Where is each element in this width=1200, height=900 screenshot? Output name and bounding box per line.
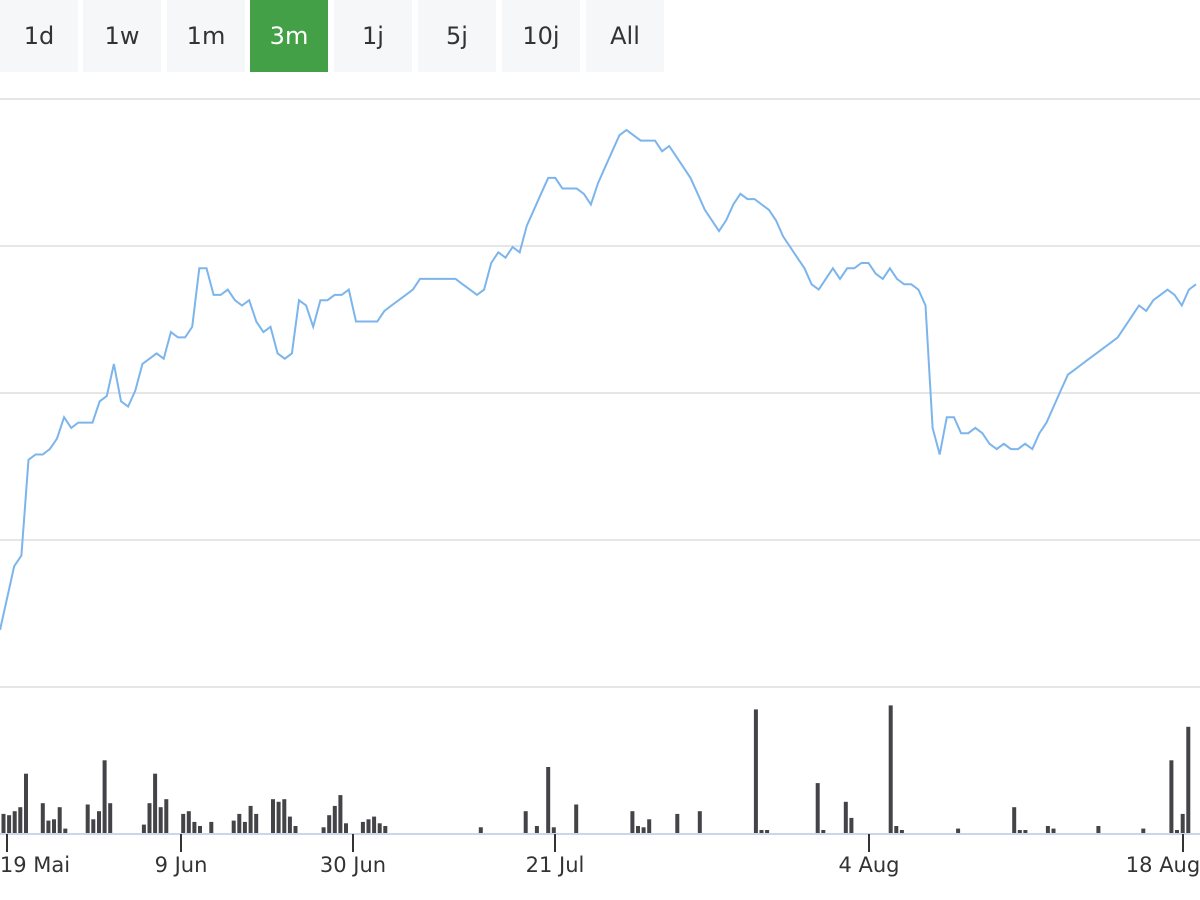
- range-button-1d[interactable]: 1d: [0, 0, 78, 72]
- volume-bar: [57, 807, 62, 834]
- volume-bar: [574, 804, 579, 834]
- x-tick-label: 9 Jun: [155, 853, 208, 877]
- volume-bar: [231, 820, 236, 834]
- volume-series: [1, 705, 1191, 834]
- volume-bar: [192, 821, 197, 834]
- volume-bar: [338, 795, 343, 834]
- volume-bar: [186, 811, 191, 834]
- x-axis-ticks: 19 Mai 9 Jun 30 Jun 21 Jul 4 Aug 18 Aug: [0, 834, 1200, 877]
- volume-bar: [332, 805, 337, 834]
- volume-bar: [821, 830, 826, 834]
- volume-bar: [198, 826, 202, 834]
- volume-bar: [209, 821, 214, 834]
- volume-bar: [85, 804, 90, 834]
- volume-bar: [63, 828, 68, 834]
- volume-bar: [636, 826, 640, 834]
- volume-bar: [1051, 828, 1056, 834]
- range-button-1m[interactable]: 1m: [167, 0, 245, 72]
- volume-bar: [377, 823, 382, 834]
- volume-bar: [97, 811, 101, 834]
- volume-bar: [158, 807, 163, 834]
- volume-bar: [147, 803, 152, 834]
- volume-bar: [271, 799, 275, 834]
- range-button-all[interactable]: All: [586, 0, 664, 72]
- volume-bar: [237, 813, 242, 834]
- volume-bar: [287, 816, 292, 834]
- volume-bar: [765, 830, 770, 834]
- volume-bar: [52, 819, 56, 834]
- volume-bar: [12, 811, 17, 834]
- volume-bar: [641, 827, 646, 834]
- volume-bar: [383, 826, 388, 834]
- volume-bar: [321, 827, 326, 834]
- volume-bar: [647, 819, 652, 834]
- range-button-1w[interactable]: 1w: [83, 0, 161, 72]
- volume-bar: [899, 830, 904, 834]
- volume-bar: [551, 827, 556, 834]
- volume-bar: [40, 803, 45, 834]
- range-button-5j[interactable]: 5j: [418, 0, 496, 72]
- volume-bar: [1023, 830, 1028, 834]
- volume-bar: [815, 783, 820, 834]
- volume-bar: [1169, 760, 1174, 834]
- volume-bar: [1012, 807, 1017, 834]
- volume-bar: [91, 819, 96, 834]
- volume-bar: [546, 767, 551, 834]
- volume-bar: [1, 813, 6, 834]
- volume-bar: [344, 823, 348, 834]
- volume-bar: [108, 803, 113, 834]
- volume-bar: [360, 821, 365, 834]
- x-tick-label: 19 Mai: [0, 853, 70, 877]
- volume-bar: [24, 773, 28, 834]
- volume-bar: [759, 830, 764, 834]
- volume-bar: [46, 820, 51, 834]
- volume-bar: [888, 705, 893, 834]
- volume-bar: [153, 773, 158, 834]
- range-button-10j[interactable]: 10j: [502, 0, 580, 72]
- x-tick-label: 4 Aug: [838, 853, 899, 877]
- x-tick-label: 30 Jun: [320, 853, 386, 877]
- volume-bar: [843, 801, 848, 834]
- volume-bar: [1186, 726, 1191, 834]
- volume-bar: [849, 817, 854, 834]
- volume-bar: [181, 813, 186, 834]
- volume-bar: [141, 824, 146, 834]
- volume-bar: [1180, 813, 1185, 834]
- volume-bar: [372, 816, 377, 834]
- price-series-line: [0, 128, 1197, 631]
- volume-bar: [534, 826, 539, 834]
- volume-bar: [366, 819, 371, 834]
- volume-bar: [753, 709, 758, 834]
- volume-bar: [102, 760, 107, 834]
- volume-bar: [675, 813, 680, 834]
- volume-bar: [1141, 828, 1146, 834]
- volume-bar: [1017, 830, 1022, 834]
- volume-bar: [478, 827, 483, 834]
- volume-bar: [1096, 826, 1101, 834]
- volume-bar: [293, 826, 298, 834]
- volume-bar: [523, 811, 528, 834]
- range-button-1j[interactable]: 1j: [334, 0, 412, 72]
- x-tick-label: 21 Jul: [526, 853, 585, 877]
- volume-bar: [7, 815, 12, 834]
- volume-bar: [164, 799, 169, 834]
- volume-bar: [630, 811, 635, 834]
- volume-bar: [1045, 826, 1050, 834]
- volume-bar: [1175, 830, 1179, 834]
- grid-lines: [0, 98, 1200, 688]
- volume-bar: [242, 821, 247, 834]
- volume-bar: [18, 807, 23, 834]
- volume-bar: [697, 811, 702, 834]
- volume-bar: [894, 826, 899, 834]
- volume-bar: [248, 805, 253, 834]
- range-button-3m[interactable]: 3m: [250, 0, 328, 72]
- volume-bar: [254, 813, 259, 834]
- x-tick-label: 18 Aug: [1126, 853, 1200, 877]
- volume-bar: [956, 828, 961, 834]
- volume-bar: [276, 801, 281, 834]
- volume-bar: [282, 799, 287, 834]
- volume-bar: [327, 815, 332, 834]
- range-selector: 1d 1w 1m 3m 1j 5j 10j All: [0, 0, 1200, 72]
